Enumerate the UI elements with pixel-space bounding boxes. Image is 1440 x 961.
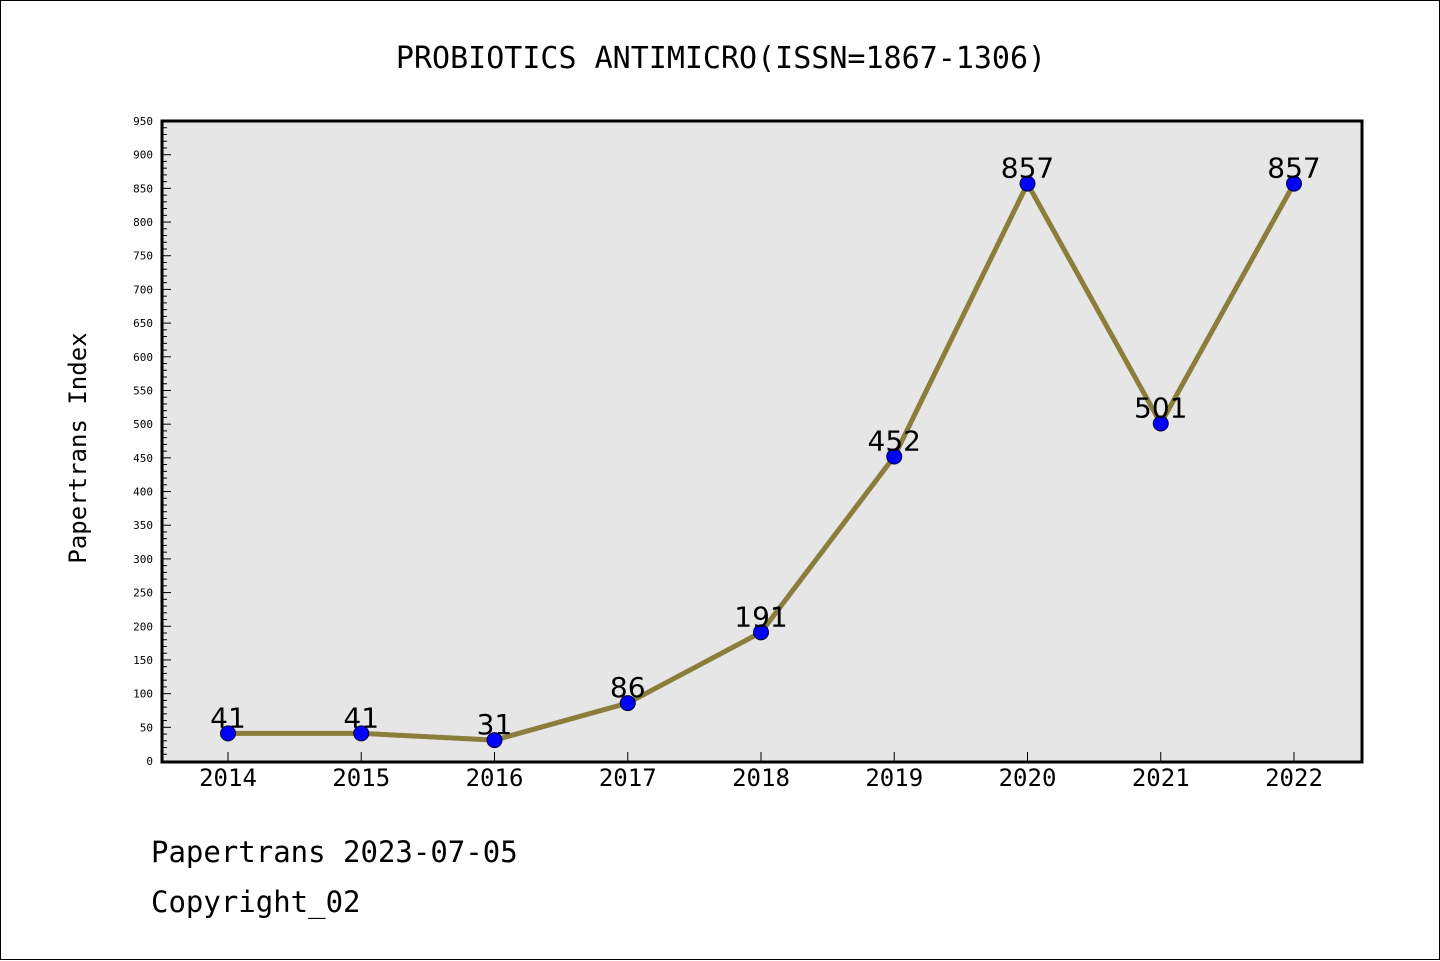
data-point: [1019, 175, 1036, 192]
y-tick-label: 700: [133, 283, 153, 296]
data-point: [619, 695, 636, 712]
y-tick-label: 650: [133, 317, 153, 330]
y-tick-label: 900: [133, 149, 153, 162]
data-point: [220, 725, 236, 742]
y-tick-label: 850: [133, 182, 153, 195]
y-tick-label: 350: [133, 519, 153, 532]
data-label: 41: [343, 701, 379, 734]
y-tick-label: 100: [133, 688, 153, 701]
y-tick-label: 550: [133, 384, 153, 397]
series-group: 41 41 31 86 191 452 857 501 857: [210, 152, 1321, 749]
x-tick-label: 2017: [599, 764, 657, 792]
x-tick-label: 2021: [1132, 764, 1190, 792]
y-tick-label: 500: [133, 418, 153, 431]
y-tick-label: 950: [133, 115, 153, 128]
y-tick-label: 450: [133, 452, 153, 465]
x-tick-label: 2022: [1265, 764, 1323, 792]
data-point: [753, 624, 769, 641]
data-point: [1152, 415, 1169, 432]
x-tick-label: 2014: [199, 764, 257, 792]
data-point: [486, 732, 503, 749]
data-point: [1286, 175, 1302, 192]
data-label: 41: [210, 701, 246, 734]
x-tick-label: 2019: [865, 764, 923, 792]
plot-area: [160, 119, 1364, 764]
x-tick-label: 2018: [732, 764, 790, 792]
x-axis-ticks: 2014 2015 2016 2017 2018 2019 2020 2021 2022: [199, 752, 1323, 792]
y-tick-label: 800: [133, 216, 153, 229]
data-label: 31: [477, 708, 513, 741]
y-axis-ticks: 0 50 100 150 200 250 300 350 400 450 500 550 600 650 7…: [133, 115, 171, 768]
footer-copyright: Copyright_02: [151, 885, 361, 919]
y-tick-label: 750: [133, 250, 153, 263]
y-tick-label: 600: [133, 351, 153, 364]
y-tick-label: 200: [133, 620, 153, 633]
data-label: 452: [868, 424, 921, 457]
y-tick-label: 400: [133, 486, 153, 499]
chart-title: PROBIOTICS ANTIMICRO(ISSN=1867-1306): [396, 41, 1046, 76]
data-point: [886, 448, 903, 465]
data-label: 857: [1267, 152, 1320, 185]
x-tick-label: 2020: [999, 764, 1057, 792]
y-tick-label: 300: [133, 553, 153, 566]
data-label: 191: [734, 600, 787, 633]
data-label: 501: [1134, 391, 1187, 424]
data-point: [353, 725, 370, 742]
footer-date: Papertrans 2023-07-05: [151, 835, 518, 869]
y-axis-label: Papertrans Index: [64, 332, 92, 563]
data-label: 86: [610, 671, 646, 704]
y-tick-label: 0: [146, 755, 153, 768]
y-tick-label: 150: [133, 654, 153, 667]
x-tick-label: 2016: [466, 764, 524, 792]
data-label: 857: [1001, 152, 1054, 185]
x-tick-label: 2015: [332, 764, 390, 792]
y-tick-label: 250: [133, 587, 153, 600]
y-tick-label: 50: [140, 721, 153, 734]
